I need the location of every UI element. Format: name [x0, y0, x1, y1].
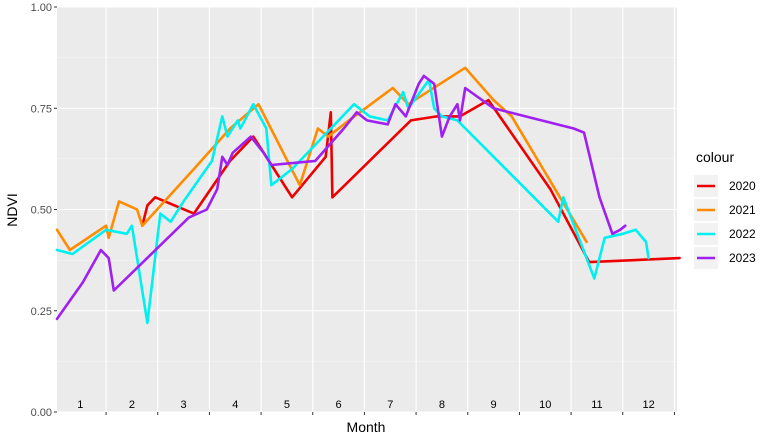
legend-label: 2021 [729, 203, 756, 217]
legend-title: colour [696, 149, 734, 165]
series-layer [55, 66, 681, 325]
series-line-2023 [55, 74, 627, 321]
x-tick-label: 11 [591, 399, 602, 411]
legend-label: 2020 [729, 179, 756, 193]
y-axis-title: NDVI [4, 193, 20, 226]
x-tick-label: 8 [439, 399, 445, 411]
y-tick-label: 1.00 [31, 2, 52, 14]
x-tick-label: 9 [491, 399, 497, 411]
x-tick-label: 3 [181, 399, 187, 411]
x-tick-label: 1 [77, 399, 83, 411]
series-line-2020 [141, 98, 681, 264]
x-tick-label: 7 [387, 399, 393, 411]
y-tick-label: 0.25 [31, 306, 52, 318]
x-tick-label: 10 [539, 399, 551, 411]
x-tick-label: 2 [129, 399, 135, 411]
legend-label: 2023 [729, 251, 756, 265]
y-tick-label: 0.00 [31, 407, 52, 419]
x-tick-label: 5 [284, 399, 290, 411]
x-tick-label: 6 [336, 399, 342, 411]
axes: 0.000.250.500.751.001 2 3 4 5 6 7 8 9 10 11 12 [31, 2, 675, 419]
x-tick-label: 12 [642, 399, 654, 411]
x-axis-title: Month [347, 419, 386, 435]
y-tick-label: 0.50 [31, 205, 52, 217]
legend: colour 2020 2021 2022 2023 [694, 149, 756, 269]
y-tick-label: 0.75 [31, 103, 52, 115]
legend-label: 2022 [729, 227, 756, 241]
x-tick-label: 4 [232, 399, 238, 411]
